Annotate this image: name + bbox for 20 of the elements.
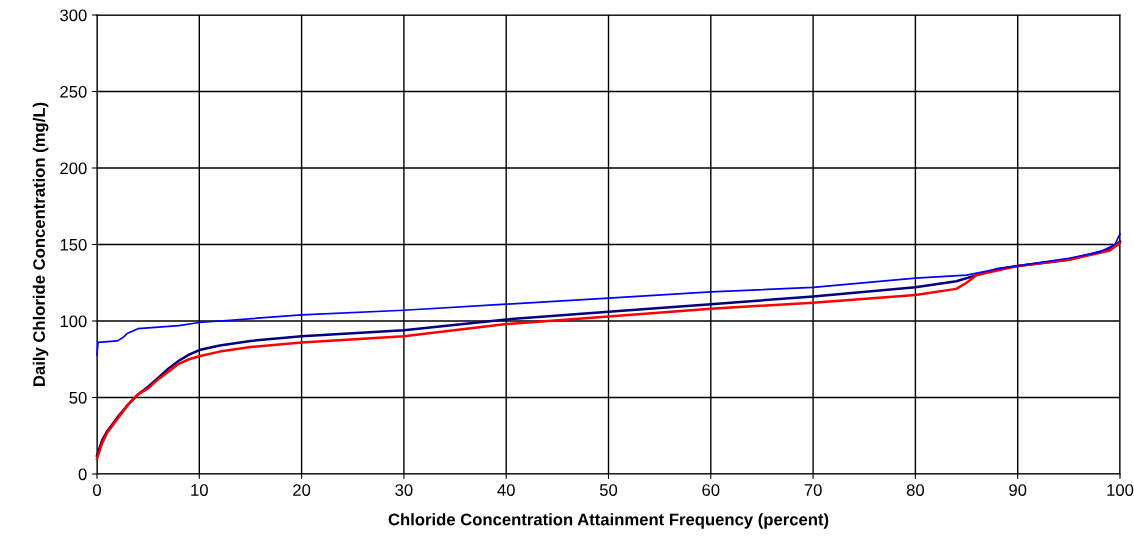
x-tick-label: 30: [395, 484, 413, 496]
y-tick-label: 0: [78, 468, 87, 481]
x-axis-title: Chloride Concentration Attainment Frequency (percent): [388, 513, 829, 529]
x-tick-label: 20: [293, 484, 311, 496]
x-tick-label: 50: [599, 484, 618, 496]
y-tick-label: 50: [69, 391, 87, 404]
y-tick-label: 250: [60, 85, 87, 98]
x-tick-label: 40: [497, 484, 515, 496]
x-tick-label: 0: [93, 484, 101, 496]
y-tick-label: 100: [60, 315, 87, 328]
y-tick-label: 300: [60, 9, 87, 22]
y-tick-label: 200: [60, 162, 87, 175]
y-tick-label: 150: [60, 238, 87, 251]
x-tick-label: 60: [702, 484, 720, 496]
x-tick-label: 70: [804, 484, 822, 496]
x-tick-label: 100: [1107, 484, 1134, 496]
x-tick-label: 10: [191, 484, 208, 496]
x-tick-label: 80: [906, 484, 925, 496]
x-tick-label: 90: [1009, 484, 1027, 496]
y-axis-title: Daily Chloride Concentration (mg/L): [32, 102, 49, 386]
